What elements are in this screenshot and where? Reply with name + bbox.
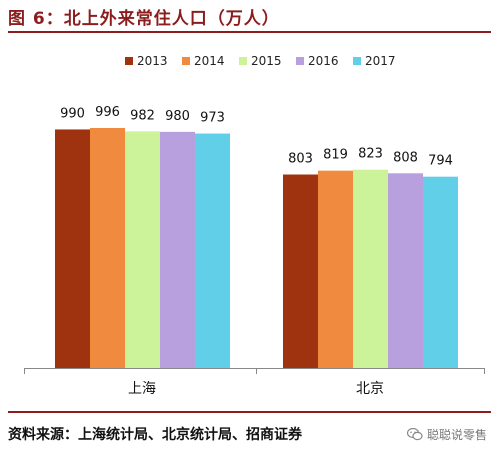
legend-label-2015: 2015: [251, 54, 282, 68]
bar-北京-2013: [283, 174, 318, 368]
legend-swatch-2015: [239, 57, 247, 65]
legend-swatch-2017: [353, 57, 361, 65]
x-tick-label-上海: 上海: [128, 381, 156, 397]
watermark: 聪聪说零售: [406, 426, 487, 443]
data-label-北京-2017: 794: [428, 154, 453, 169]
data-label-上海-2017: 973: [200, 111, 225, 126]
chart-legend: 2013 2014 2015 2016 2017: [125, 54, 396, 68]
chart-data-labels: 990 996 982 980 973 803 819 823 808 794: [60, 105, 453, 169]
x-tick-label-北京: 北京: [356, 381, 384, 397]
bar-北京-2015: [353, 169, 388, 368]
data-label-北京-2016: 808: [393, 150, 418, 165]
title-divider: [8, 31, 491, 33]
bar-上海-2015: [125, 131, 160, 368]
data-label-上海-2016: 980: [165, 109, 190, 124]
chart-x-axis: 上海 北京: [24, 368, 485, 397]
wechat-icon: [406, 428, 423, 441]
bar-北京-2014: [318, 170, 353, 368]
footer-divider: [8, 411, 491, 413]
data-label-北京-2013: 803: [288, 152, 313, 167]
legend-swatch-2014: [182, 57, 190, 65]
legend-swatch-2016: [296, 57, 304, 65]
bar-上海-2014: [90, 128, 125, 368]
figure-title: 图 6：北上外来常住人口（万人）: [8, 9, 280, 29]
legend-label-2014: 2014: [194, 54, 225, 68]
bar-上海-2017: [195, 133, 230, 368]
chart-bars: [55, 128, 458, 368]
data-label-北京-2014: 819: [323, 148, 348, 163]
data-label-上海-2013: 990: [60, 106, 85, 121]
bar-上海-2013: [55, 129, 90, 368]
watermark-text: 聪聪说零售: [426, 428, 487, 442]
legend-swatch-2013: [125, 57, 133, 65]
bar-chart: 2013 2014 2015 2016 2017 990 996 982 980 973 803 8…: [24, 54, 485, 397]
data-label-上海-2015: 982: [130, 108, 155, 123]
legend-label-2013: 2013: [137, 54, 168, 68]
bar-北京-2017: [423, 176, 458, 368]
data-label-北京-2015: 823: [358, 147, 383, 162]
data-label-上海-2014: 996: [95, 105, 120, 120]
bar-北京-2016: [388, 173, 423, 368]
legend-label-2016: 2016: [308, 54, 339, 68]
bar-上海-2016: [160, 131, 195, 368]
legend-label-2017: 2017: [365, 54, 396, 68]
source-note: 资料来源：上海统计局、北京统计局、招商证券: [8, 427, 302, 443]
